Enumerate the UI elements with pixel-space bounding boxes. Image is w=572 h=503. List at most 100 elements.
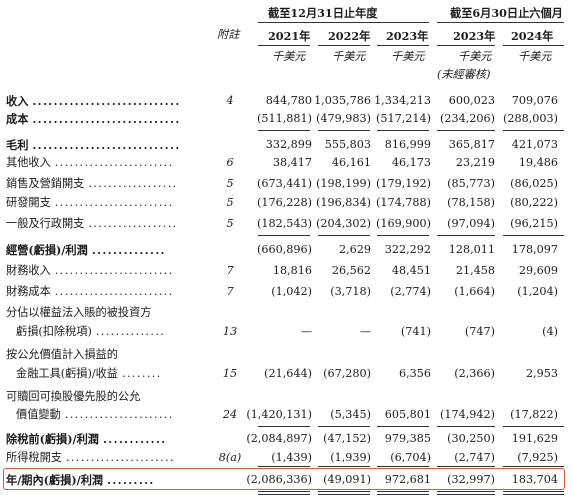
row-value: (67,280) [323, 367, 371, 380]
row-value: 365,817 [448, 138, 495, 151]
row-value: (517,214) [376, 112, 431, 125]
total-double-rule [503, 494, 564, 495]
leader-dots: .............. [91, 243, 166, 257]
row-value: (1,204) [517, 285, 558, 298]
leader-dots: ...................... [64, 408, 174, 421]
row-value: (182,543) [257, 217, 312, 230]
leader-dots: ............................ [32, 112, 181, 126]
unit-2023-h1: 千美元 [458, 50, 492, 63]
row-value: 178,097 [511, 243, 558, 256]
row-value: (7,925) [517, 451, 558, 464]
row-value: 23,219 [455, 156, 495, 169]
row-value: 46,161 [331, 156, 371, 169]
subtotal-rule [318, 130, 370, 131]
row-value: (288,003) [503, 112, 558, 125]
row-value: (741) [400, 325, 431, 338]
row-label: 所得稅開支...................... [6, 451, 175, 464]
total-double-rule [258, 491, 310, 492]
row-label: 其他收入........................ [6, 156, 174, 169]
row-note: 5 [226, 217, 234, 230]
leader-dots: ........................ [54, 196, 174, 209]
row-value: (6,704) [390, 451, 431, 464]
leader-dots: ...................... [65, 451, 175, 464]
row-label: 財務收入........................ [6, 264, 174, 277]
total-double-rule [437, 491, 495, 492]
row-label-continued: 虧損(扣除稅項).............. [16, 325, 166, 338]
subtotal-rule [318, 426, 370, 427]
row-label-continued: 金融工具(虧損)/收益........ [16, 367, 162, 380]
row-value: (673,441) [257, 177, 312, 190]
row-value: 605,801 [384, 408, 431, 421]
row-value: (86,025) [510, 177, 558, 190]
row-label: 毛利............................ [6, 138, 181, 152]
row-value: 191,629 [511, 432, 558, 445]
row-label: 財務成本........................ [6, 285, 174, 298]
row-value: (204,302) [316, 217, 371, 230]
total-double-rule [318, 494, 370, 495]
row-value: 128,011 [448, 243, 495, 256]
row-value: (174,788) [376, 196, 431, 209]
total-double-rule [377, 494, 429, 495]
row-value: (198,199) [316, 177, 371, 190]
row-value: 2,629 [338, 243, 371, 256]
row-value: (747) [464, 325, 495, 338]
unit-2022: 千美元 [332, 50, 366, 63]
subtotal-rule [258, 426, 310, 427]
leader-dots: .................. [88, 217, 178, 230]
note-column-header: 附註 [217, 28, 240, 41]
row-label: 一般及行政開支.................. [6, 217, 178, 230]
subtotal-rule [258, 235, 310, 236]
row-value: (234,206) [440, 112, 495, 125]
row-value: (1,939) [330, 451, 371, 464]
subtotal-rule [258, 466, 310, 467]
subtotal-rule [437, 466, 495, 467]
row-value: 19,486 [518, 156, 558, 169]
unaudited-label: (未經審核) [437, 68, 491, 81]
row-value: (2,747) [454, 451, 495, 464]
header-full-year: 截至12月31日止年度 [268, 6, 378, 20]
row-value: (174,942) [440, 408, 495, 421]
subtotal-rule [437, 426, 495, 427]
row-value: (1,420,131) [246, 408, 312, 421]
row-value: (2,086,336) [246, 473, 312, 486]
leader-dots: ............................ [32, 138, 181, 152]
row-value: (32,997) [447, 473, 495, 486]
row-value: (96,215) [510, 217, 558, 230]
row-note: 8(a) [218, 451, 242, 464]
row-value: (1,439) [271, 451, 312, 464]
row-note: 4 [226, 94, 234, 107]
row-label: 收入............................ [6, 94, 181, 108]
total-double-rule [377, 491, 429, 492]
unit-2023: 千美元 [391, 50, 425, 63]
row-note: 5 [226, 196, 234, 209]
row-value: 1,334,213 [374, 94, 431, 107]
row-value: (78,158) [447, 196, 495, 209]
row-value: — [359, 325, 371, 338]
row-value: (2,366) [454, 367, 495, 380]
row-label: 成本............................ [6, 112, 181, 126]
leader-dots: ............ [103, 432, 167, 446]
header-underline-six-months [437, 22, 564, 23]
row-value: (21,644) [264, 367, 312, 380]
header-underline-full-year [258, 22, 429, 23]
leader-dots: ............................ [32, 94, 181, 108]
total-double-rule [503, 491, 564, 492]
subtotal-rule [503, 466, 564, 467]
subtotal-rule [503, 235, 564, 236]
row-value: (80,222) [510, 196, 558, 209]
row-label: 銷售及營銷開支.................. [6, 177, 178, 190]
year-2024-h1: 2024年 [511, 29, 554, 43]
row-value: 844,780 [265, 94, 312, 107]
total-double-rule [437, 494, 495, 495]
row-value: (30,250) [447, 432, 495, 445]
leader-dots: .................. [88, 177, 178, 190]
row-value: 972,681 [384, 473, 431, 486]
row-value: (2,774) [390, 285, 431, 298]
row-value: 48,451 [391, 264, 431, 277]
row-note: 5 [226, 177, 234, 190]
total-double-rule [258, 494, 310, 495]
row-value: (176,228) [257, 196, 312, 209]
subtotal-rule [377, 466, 429, 467]
row-value: 46,173 [391, 156, 431, 169]
subtotal-rule [503, 426, 564, 427]
